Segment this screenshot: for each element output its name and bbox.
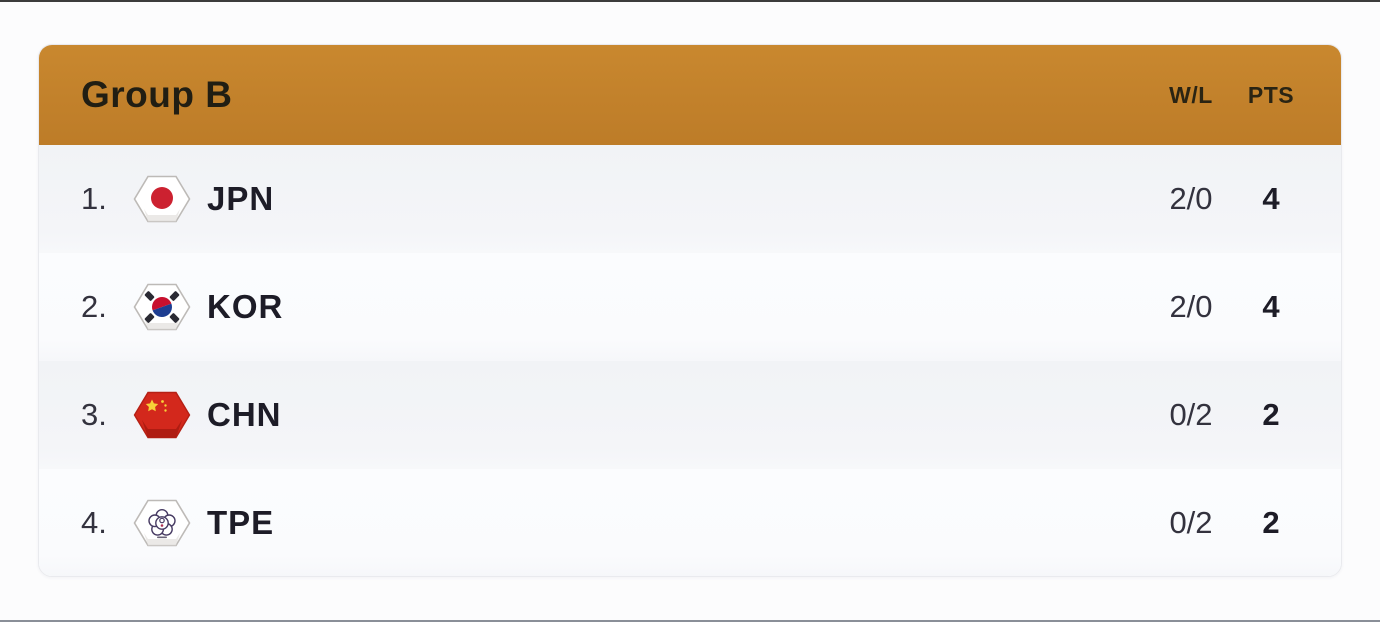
rank-label: 3. bbox=[81, 397, 107, 432]
japan-flag-icon bbox=[133, 175, 191, 223]
group-standings-card: Group B W/L PTS 1. JPN bbox=[38, 44, 1342, 577]
points-value: 4 bbox=[1262, 181, 1280, 216]
rank-label: 1. bbox=[81, 181, 107, 216]
table-row-tpe: 4. bbox=[39, 469, 1341, 576]
win-loss-value: 2/0 bbox=[1169, 181, 1213, 216]
team-code-label: KOR bbox=[207, 288, 284, 325]
team-code-label: TPE bbox=[207, 504, 275, 541]
table-row-jpn: 1. JPN 2/0 4 bbox=[39, 145, 1341, 253]
win-loss-value: 0/2 bbox=[1169, 505, 1213, 540]
chinese-taipei-flag-icon bbox=[133, 499, 191, 547]
rank-label: 4. bbox=[81, 505, 107, 540]
group-title: Group B bbox=[81, 74, 233, 115]
team-cell: 1. JPN bbox=[81, 175, 1151, 223]
south-korea-flag-icon bbox=[133, 283, 191, 331]
team-cell: 3. CHN bbox=[81, 391, 1151, 439]
standings-rows: 1. JPN 2/0 4 2. bbox=[39, 145, 1341, 576]
team-cell: 2. bbox=[81, 283, 1151, 331]
screenshot-top-edge bbox=[0, 0, 1380, 2]
group-header: Group B W/L PTS bbox=[39, 45, 1341, 145]
team-cell: 4. bbox=[81, 499, 1151, 547]
table-row-kor: 2. bbox=[39, 253, 1341, 361]
win-loss-value: 2/0 bbox=[1169, 289, 1213, 324]
team-code-label: CHN bbox=[207, 396, 282, 433]
column-header-win-loss: W/L bbox=[1169, 81, 1213, 108]
points-value: 4 bbox=[1262, 289, 1280, 324]
rank-label: 2. bbox=[81, 289, 107, 324]
screenshot-bottom-edge bbox=[0, 620, 1380, 622]
team-code-label: JPN bbox=[207, 180, 275, 217]
points-value: 2 bbox=[1262, 505, 1280, 540]
table-row-chn: 3. CHN 0/2 2 bbox=[39, 361, 1341, 469]
china-flag-icon bbox=[133, 391, 191, 439]
points-value: 2 bbox=[1262, 397, 1280, 432]
win-loss-value: 0/2 bbox=[1169, 397, 1213, 432]
column-header-points: PTS bbox=[1247, 81, 1295, 108]
